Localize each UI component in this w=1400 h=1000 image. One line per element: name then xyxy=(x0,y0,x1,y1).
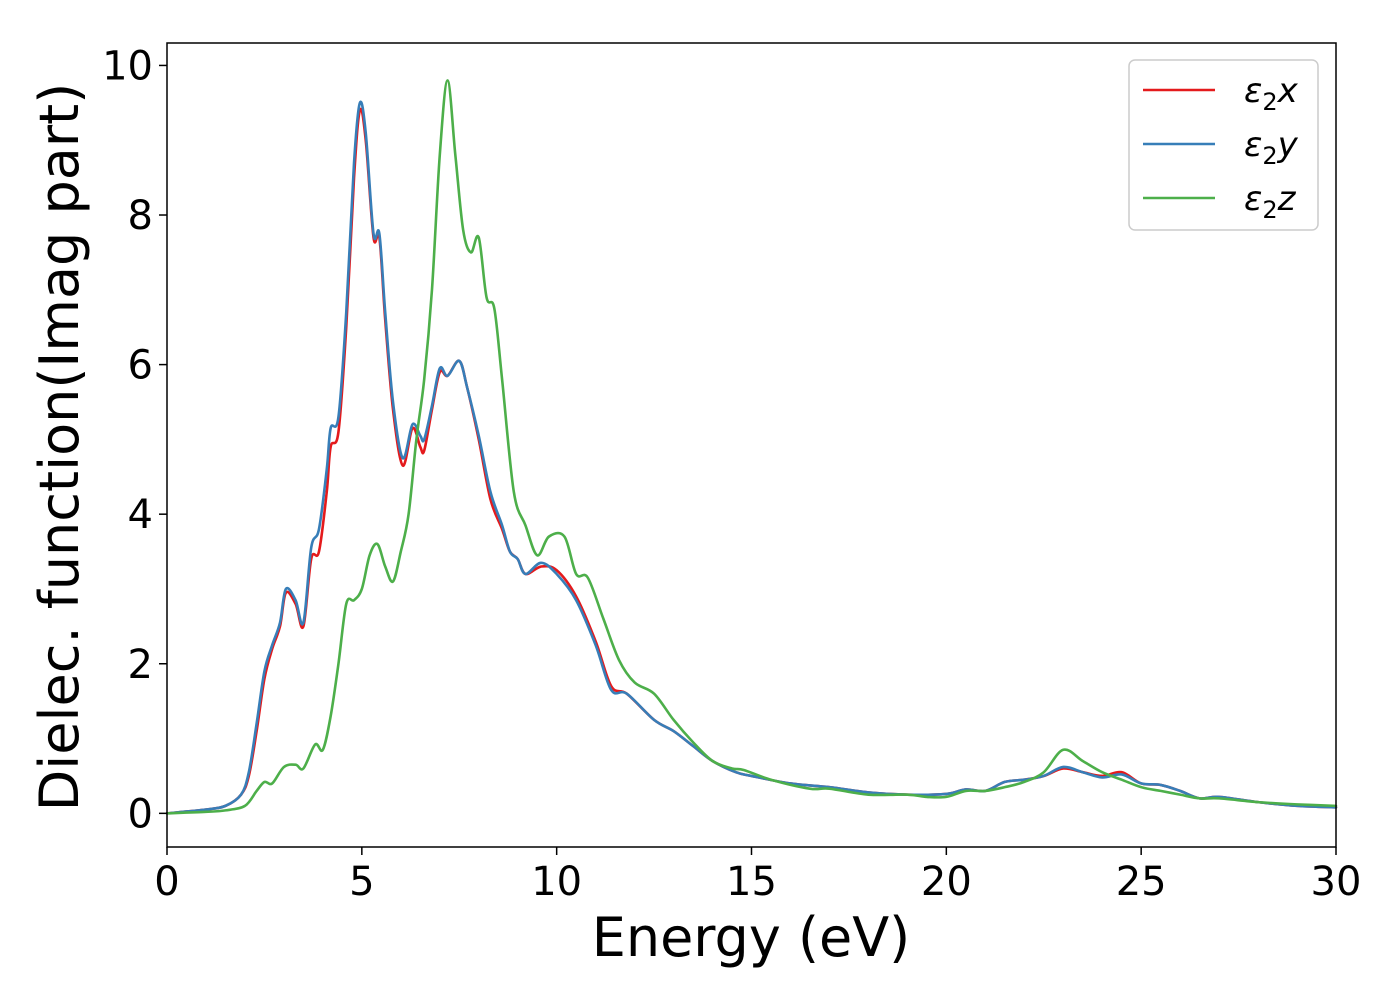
legend-label-y: ε2y xyxy=(1244,125,1299,170)
legend-label-z: ε2z xyxy=(1244,179,1297,224)
legend: ε2x ε2y ε2z xyxy=(1128,59,1319,231)
x-tick-label: 20 xyxy=(921,859,972,905)
y-tick-label: 8 xyxy=(128,193,153,239)
series-layer xyxy=(165,79,1338,815)
y-tick-label: 10 xyxy=(102,43,153,89)
x-tick-label: 15 xyxy=(726,859,777,905)
x-tick-label: 25 xyxy=(1116,859,1167,905)
y-tick-label: 6 xyxy=(128,343,153,389)
y-tick-label: 0 xyxy=(128,791,153,837)
x-tick-label: 0 xyxy=(154,859,179,905)
y-axis-ticks: 0 2 4 6 8 10 xyxy=(102,43,167,837)
x-tick-label: 5 xyxy=(349,859,374,905)
x-axis-ticks: 0 5 10 15 20 25 30 xyxy=(154,847,1361,905)
series-line-z xyxy=(165,79,1338,815)
x-axis-title: Energy (eV) xyxy=(592,906,911,969)
y-tick-label: 4 xyxy=(128,492,153,538)
x-tick-label: 30 xyxy=(1311,859,1362,905)
y-axis-title: Dielec. function(Imag part) xyxy=(28,83,91,812)
legend-frame xyxy=(1128,59,1319,231)
y-tick-label: 2 xyxy=(128,642,153,688)
legend-label-x: ε2x xyxy=(1244,71,1299,116)
x-tick-label: 10 xyxy=(531,859,582,905)
